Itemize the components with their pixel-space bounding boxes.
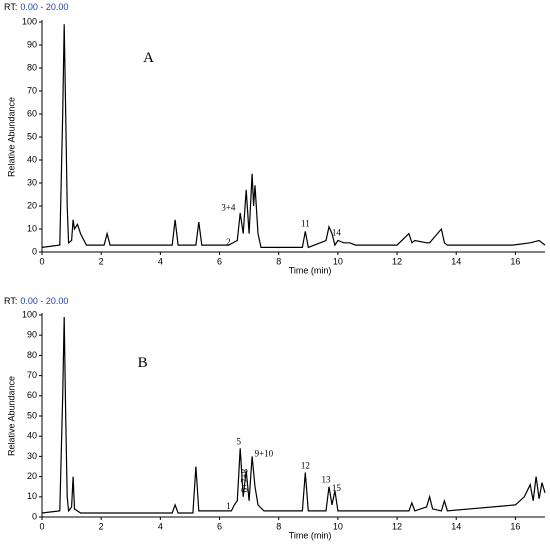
y-axis-label: Relative Abundance (6, 97, 16, 177)
x-tick-label: 8 (276, 521, 281, 531)
rt-label: RT: (4, 2, 17, 12)
trace (41, 316, 546, 514)
x-tick-label: 16 (510, 521, 520, 531)
y-tick-label: 60 (27, 390, 37, 400)
x-tick-label: 6 (217, 521, 222, 531)
y-tick-label: 20 (27, 200, 37, 210)
y-tick-label: 70 (27, 370, 37, 380)
peak-annotation: 14 (332, 228, 342, 238)
y-tick-label: 0 (32, 246, 37, 256)
rt-range: 0.00 - 20.00 (20, 2, 68, 12)
y-tick-label: 40 (27, 431, 37, 441)
peak-annotation: 1 (226, 501, 231, 511)
y-tick-label: 60 (27, 108, 37, 118)
y-tick-label: 70 (27, 85, 37, 95)
y-tick-label: 30 (27, 451, 37, 461)
x-tick-label: 10 (333, 521, 343, 531)
y-tick-label: 50 (27, 131, 37, 141)
y-tick-label: 90 (27, 330, 37, 340)
peak-annotation: 3+4 (221, 202, 236, 212)
peak-annotation: B (138, 355, 148, 371)
peak-annotation: 12 (301, 461, 310, 471)
y-tick-label: 80 (27, 350, 37, 360)
x-axis-label: Time (min) (289, 265, 332, 275)
y-tick-label: 50 (27, 410, 37, 420)
x-tick-label: 14 (451, 521, 461, 531)
peak-annotation: 15 (332, 483, 342, 493)
x-axis-label: Time (min) (289, 530, 332, 540)
peak-annotation: 2 (226, 237, 231, 247)
rt-range: 0.00 - 20.00 (20, 296, 68, 306)
peak-annotation: 9+10 (255, 448, 274, 458)
x-tick-label: 0 (39, 521, 44, 531)
y-tick-label: 0 (32, 511, 37, 521)
y-tick-label: 90 (27, 39, 37, 49)
x-tick-label: 4 (158, 256, 163, 266)
y-tick-label: 30 (27, 177, 37, 187)
y-tick-label: 20 (27, 471, 37, 481)
x-tick-label: 2 (99, 521, 104, 531)
x-tick-label: 8 (276, 256, 281, 266)
y-axis-label: Relative Abundance (6, 376, 16, 456)
peak-annotation: 6+7+8 (239, 468, 249, 492)
y-tick-label: 100 (22, 16, 37, 26)
x-tick-label: 0 (39, 256, 44, 266)
x-tick-label: 16 (510, 256, 520, 266)
y-tick-label: 80 (27, 62, 37, 72)
peak-annotation: A (143, 50, 154, 66)
x-tick-label: 10 (333, 256, 343, 266)
x-tick-label: 12 (392, 521, 402, 531)
x-tick-label: 2 (99, 256, 104, 266)
x-tick-label: 12 (392, 256, 402, 266)
rt-header: RT: 0.00 - 20.00 (4, 296, 68, 306)
y-tick-label: 10 (27, 491, 37, 501)
x-tick-label: 4 (158, 521, 163, 531)
peak-annotation: 13 (322, 475, 332, 485)
y-tick-label: 10 (27, 223, 37, 233)
x-tick-label: 6 (217, 256, 222, 266)
rt-header: RT: 0.00 - 20.00 (4, 2, 68, 12)
y-tick-label: 100 (22, 309, 37, 319)
y-tick-label: 40 (27, 154, 37, 164)
x-tick-label: 14 (451, 256, 461, 266)
peak-annotation: 5 (237, 436, 242, 446)
peak-annotation: 11 (301, 218, 310, 228)
rt-label: RT: (4, 296, 17, 306)
trace (41, 24, 546, 249)
